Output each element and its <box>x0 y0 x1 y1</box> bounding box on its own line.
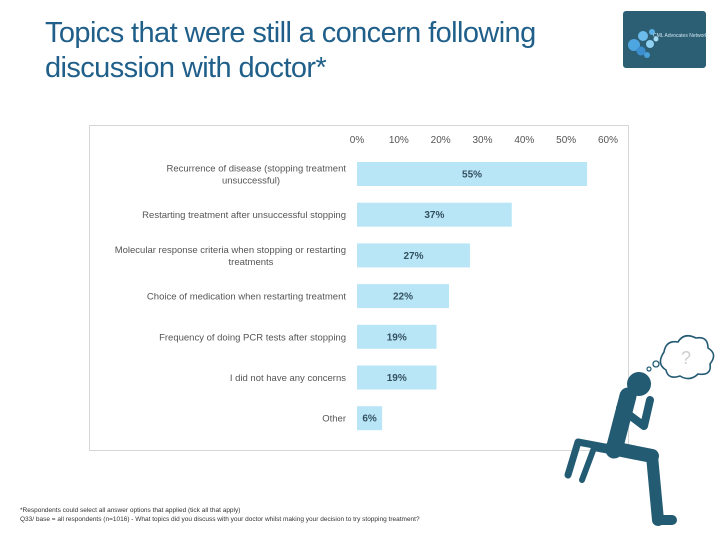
page-title: Topics that were still a concern followi… <box>45 16 605 86</box>
data-label: 19% <box>387 332 407 343</box>
x-tick-label: 40% <box>514 135 534 146</box>
x-tick-label: 0% <box>350 135 365 146</box>
bar-chart: 0% 10% 20% 30% 40% 50% 60% 55% Recurrence of dis… <box>115 135 618 431</box>
data-label: 6% <box>362 414 377 425</box>
logo-text: CML Advocates Network <box>653 33 708 39</box>
title-line-1: Topics that were still a concern followi… <box>45 17 536 49</box>
bar <box>357 284 450 309</box>
data-label: 19% <box>387 373 407 384</box>
category-label: Other <box>322 414 346 425</box>
category-label: Recurrence of disease (stopping treatmen… <box>166 164 346 187</box>
thinking-person-figure: ? <box>564 334 715 526</box>
category-label: Frequency of doing PCR tests after stopp… <box>159 332 346 343</box>
title-line-2: discussion with doctor* <box>45 52 327 84</box>
bar <box>357 162 588 186</box>
question-mark-icon: ? <box>681 348 691 368</box>
bar <box>357 365 437 390</box>
person-silhouette-icon <box>564 372 677 526</box>
x-tick-label: 60% <box>598 135 618 146</box>
data-label: 27% <box>403 251 423 262</box>
x-tick-label: 10% <box>389 135 409 146</box>
footnote-line-2: Q33/ base = all respondents (n=1016) - W… <box>20 516 420 523</box>
category-label: Molecular response criteria when stoppin… <box>115 245 346 268</box>
logo-bubbles-icon <box>628 29 659 58</box>
data-label: 37% <box>424 210 444 221</box>
data-label: 22% <box>393 292 413 303</box>
category-label: Restarting treatment after unsuccessful … <box>142 210 346 221</box>
bar <box>357 202 512 227</box>
x-tick-label: 30% <box>472 135 492 146</box>
data-label: 55% <box>462 170 482 181</box>
organization-logo: CML Advocates Network <box>623 11 708 68</box>
bar <box>357 406 383 431</box>
chart-frame: 0% 10% 20% 30% 40% 50% 60% 55% Recurrence of dis… <box>89 125 629 451</box>
x-tick-label: 50% <box>556 135 576 146</box>
bar <box>357 324 437 349</box>
category-label: Choice of medication when restarting tre… <box>147 292 346 303</box>
category-label: I did not have any concerns <box>230 373 346 384</box>
bar <box>357 243 470 268</box>
footnote: *Respondents could select all answer opt… <box>20 506 710 524</box>
thought-cloud-icon <box>646 334 715 380</box>
footnote-line-1: *Respondents could select all answer opt… <box>20 507 241 514</box>
x-tick-label: 20% <box>431 135 451 146</box>
